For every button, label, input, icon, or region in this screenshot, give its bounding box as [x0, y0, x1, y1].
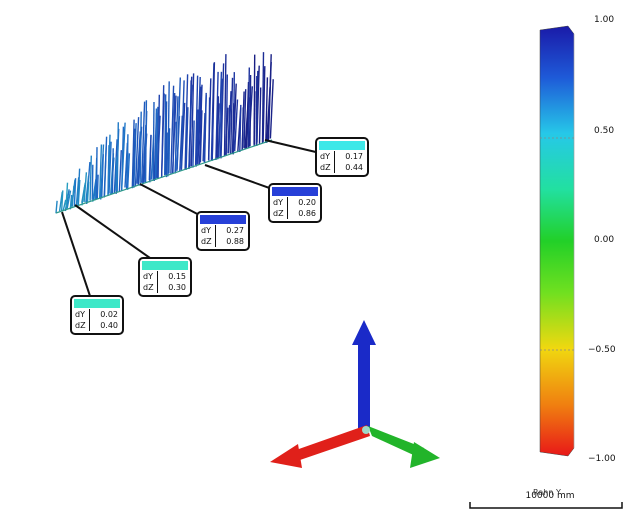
dz-label: dZ: [319, 162, 335, 173]
callout-color-swatch: [319, 141, 365, 150]
dy-label: dY: [200, 225, 216, 236]
callout-color-swatch: [142, 261, 188, 270]
dz-value: 0.44: [345, 163, 363, 172]
color-bar: [539, 25, 575, 457]
colorbar-tick-label: 0.00: [594, 235, 615, 245]
callout-color-swatch: [200, 215, 246, 224]
dz-value: 0.30: [168, 283, 186, 292]
callout-box[interactable]: dY 0.02 dZ 0.40: [70, 295, 124, 335]
dy-label: dY: [319, 151, 335, 162]
scale-overlay-text: Rahn Y: [533, 488, 561, 497]
callout-leaders: [61, 139, 321, 297]
callout-box[interactable]: dY 0.15 dZ 0.30: [138, 257, 192, 297]
colorbar-tick-label: −1.00: [588, 454, 616, 464]
dz-label: dZ: [142, 282, 158, 293]
callout-color-swatch: [272, 187, 318, 196]
callout-color-swatch: [74, 299, 120, 308]
dy-value: 0.20: [298, 198, 316, 207]
colorbar-tick-label: 0.50: [594, 126, 615, 136]
scale-value-text: 10000 mm: [525, 491, 575, 501]
dy-value: 0.02: [100, 310, 118, 319]
dz-value: 0.88: [226, 237, 244, 246]
dz-label: dZ: [74, 320, 90, 331]
dz-value: 0.86: [298, 209, 316, 218]
colorbar-tick-label: −0.50: [588, 345, 616, 355]
dy-label: dY: [74, 309, 90, 320]
dz-value: 0.40: [100, 321, 118, 330]
dy-label: dY: [272, 197, 288, 208]
dy-value: 0.17: [345, 152, 363, 161]
callout-box[interactable]: dY 0.17 dZ 0.44: [315, 137, 369, 177]
bar-field: [55, 52, 274, 214]
callout-box[interactable]: dY 0.20 dZ 0.86: [268, 183, 322, 223]
callout-box[interactable]: dY 0.27 dZ 0.88: [196, 211, 250, 251]
dy-value: 0.15: [168, 272, 186, 281]
dy-label: dY: [142, 271, 158, 282]
dz-label: dZ: [200, 236, 216, 247]
dy-value: 0.27: [226, 226, 244, 235]
axis-triad: [270, 320, 440, 468]
scale-bar-label: Rahn Y 10000 mm: [500, 488, 600, 501]
scale-bar: [469, 502, 623, 509]
colorbar-tick-label: 1.00: [594, 15, 615, 25]
dz-label: dZ: [272, 208, 288, 219]
